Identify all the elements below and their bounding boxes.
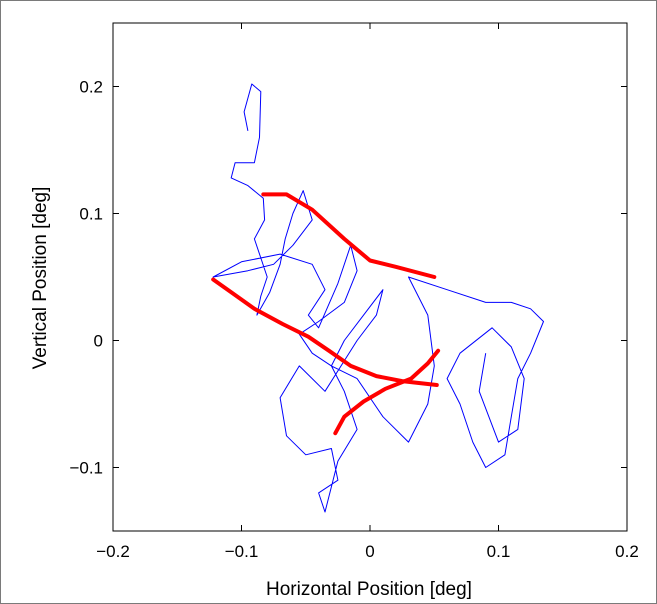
x-tick-label: 0 — [365, 542, 374, 561]
axes-layer: −0.2 −0.1 0 0.1 0.2 −0.1 0 0.1 0.2 — [69, 22, 639, 561]
red-path-line-3 — [261, 192, 437, 279]
x-axis-title: Horizontal Position [deg] — [266, 579, 472, 600]
y-axis-title: Vertical Position [deg] — [30, 187, 51, 370]
eye-trace-line — [212, 83, 544, 513]
y-tick-label: 0.1 — [79, 205, 103, 224]
y-tick-label: −0.1 — [69, 459, 103, 478]
plot-frame — [112, 22, 628, 532]
red-path-line-1 — [333, 348, 441, 436]
x-tick-label: −0.2 — [96, 542, 130, 561]
x-tick-label: 0.1 — [487, 542, 511, 561]
y-tick-label: 0 — [94, 332, 103, 351]
traces-layer — [212, 83, 544, 513]
y-tick-label: 0.2 — [79, 78, 103, 97]
x-tick-label: 0.2 — [615, 542, 639, 561]
red-path-line-2 — [211, 277, 439, 387]
paths-layer — [211, 192, 441, 436]
x-tick-label: −0.1 — [225, 542, 259, 561]
